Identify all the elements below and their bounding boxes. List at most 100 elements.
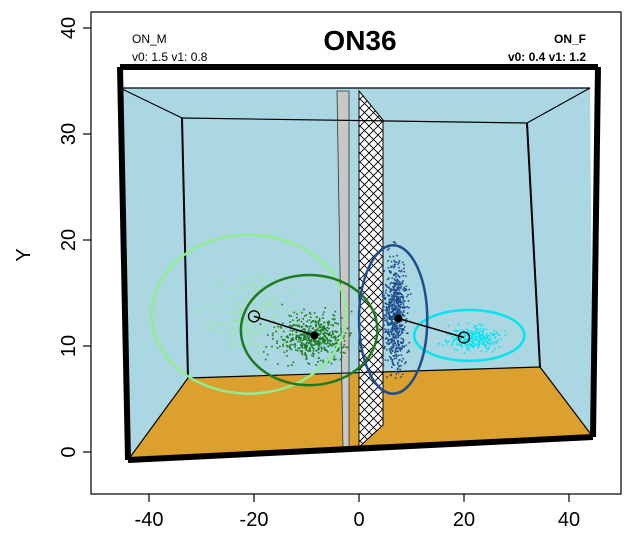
data-point <box>485 345 487 348</box>
data-point <box>286 342 289 345</box>
data-point <box>398 304 401 307</box>
data-point <box>396 287 399 289</box>
data-point <box>400 270 402 273</box>
data-point <box>384 298 386 301</box>
data-point <box>299 349 302 352</box>
data-point <box>398 259 401 262</box>
data-point <box>229 338 231 341</box>
data-point <box>381 306 384 309</box>
data-point <box>305 354 308 357</box>
data-point <box>390 352 393 355</box>
data-point <box>451 342 454 345</box>
data-point <box>248 290 251 293</box>
data-point <box>200 287 203 290</box>
data-point <box>217 321 219 323</box>
data-point <box>394 261 396 263</box>
data-point <box>394 299 397 301</box>
data-point <box>391 333 393 336</box>
x-tick-label: 40 <box>558 509 580 531</box>
data-point <box>398 334 401 337</box>
data-point <box>463 339 466 342</box>
data-point <box>243 317 246 319</box>
data-point <box>462 329 465 332</box>
data-point <box>388 295 391 297</box>
data-point <box>456 344 458 346</box>
data-point <box>285 341 288 344</box>
data-point <box>283 339 286 341</box>
data-point <box>393 340 396 343</box>
data-point <box>391 316 393 318</box>
data-point <box>389 347 392 350</box>
data-point <box>473 335 476 338</box>
data-point <box>393 288 396 291</box>
data-point <box>464 343 467 346</box>
data-point <box>490 341 493 344</box>
data-point <box>292 361 295 364</box>
data-point <box>398 347 401 349</box>
data-point <box>391 307 393 310</box>
data-point <box>311 347 314 349</box>
data-point <box>240 313 243 315</box>
data-point <box>385 314 388 316</box>
data-point <box>396 367 399 370</box>
data-point <box>236 307 239 309</box>
data-point <box>234 318 236 321</box>
data-point <box>393 259 396 262</box>
data-point <box>492 343 495 345</box>
data-point <box>385 341 388 344</box>
data-point <box>299 339 302 341</box>
data-point <box>393 291 396 294</box>
data-point <box>384 302 386 305</box>
data-point <box>478 331 480 334</box>
data-point <box>392 255 395 258</box>
data-point <box>487 340 489 343</box>
data-point <box>203 311 205 313</box>
data-point <box>397 309 400 312</box>
data-point <box>308 319 311 321</box>
data-point <box>302 339 304 341</box>
data-point <box>498 346 500 348</box>
data-point <box>385 312 388 314</box>
data-point <box>309 316 312 319</box>
data-point <box>387 322 389 325</box>
data-point <box>488 337 491 340</box>
data-point <box>324 340 326 343</box>
data-point <box>293 324 295 326</box>
data-point <box>275 327 277 330</box>
data-point <box>326 326 328 329</box>
data-point <box>480 334 482 337</box>
data-point <box>405 275 407 277</box>
data-point <box>309 313 312 315</box>
data-point <box>392 344 395 347</box>
data-point <box>211 344 214 347</box>
data-point <box>388 309 390 311</box>
data-point <box>299 337 301 340</box>
data-point <box>398 344 400 347</box>
data-point <box>324 328 327 330</box>
data-point <box>255 275 257 278</box>
data-point <box>384 309 387 311</box>
data-point <box>478 340 480 343</box>
data-point <box>446 343 448 345</box>
data-point <box>319 326 322 328</box>
data-point <box>332 314 334 316</box>
data-point <box>398 292 400 294</box>
data-point <box>388 335 391 337</box>
data-point <box>395 322 398 325</box>
data-point <box>398 365 400 367</box>
data-point <box>385 302 387 305</box>
data-point <box>477 347 480 349</box>
data-point <box>316 343 319 346</box>
data-point <box>403 307 406 309</box>
data-point <box>488 342 490 345</box>
data-point <box>395 353 397 356</box>
data-point <box>394 307 397 309</box>
data-point <box>304 315 306 317</box>
data-point <box>387 321 389 324</box>
data-point <box>491 333 494 335</box>
data-point <box>479 339 481 341</box>
data-point <box>383 270 386 272</box>
data-point <box>307 349 310 352</box>
data-point <box>323 348 326 350</box>
data-point <box>490 339 492 341</box>
